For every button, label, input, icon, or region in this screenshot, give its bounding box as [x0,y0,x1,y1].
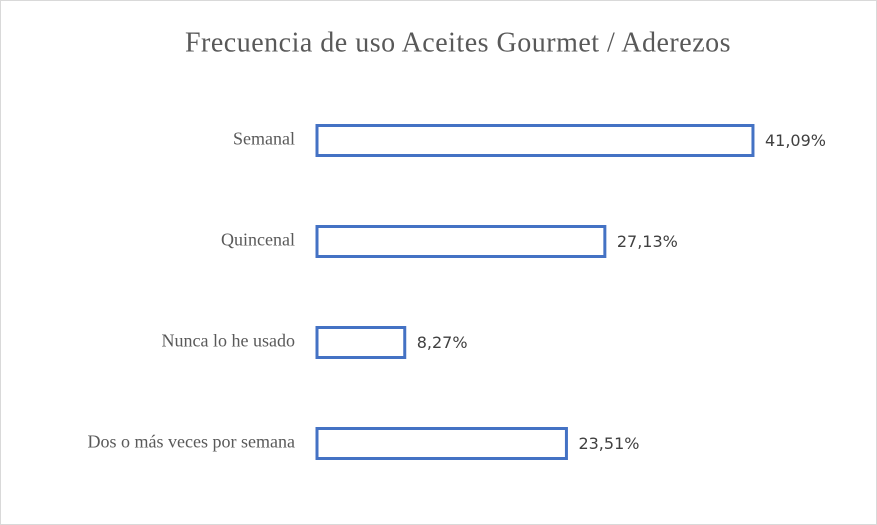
category-label: Nunca lo he usado [162,331,295,351]
category-label: Quincenal [221,230,295,250]
bar [315,326,407,359]
value-label: 23,51% [578,434,639,453]
bar [315,124,755,157]
value-label: 41,09% [765,131,826,150]
value-label: 8,27% [417,333,468,352]
category-label: Dos o más veces por semana [88,432,295,452]
bar [315,225,607,258]
chart-title: Frecuencia de uso Aceites Gourmet / Ader… [185,27,731,58]
category-label: Semanal [233,129,295,149]
value-label: 27,13% [617,232,678,251]
bar [315,427,568,460]
